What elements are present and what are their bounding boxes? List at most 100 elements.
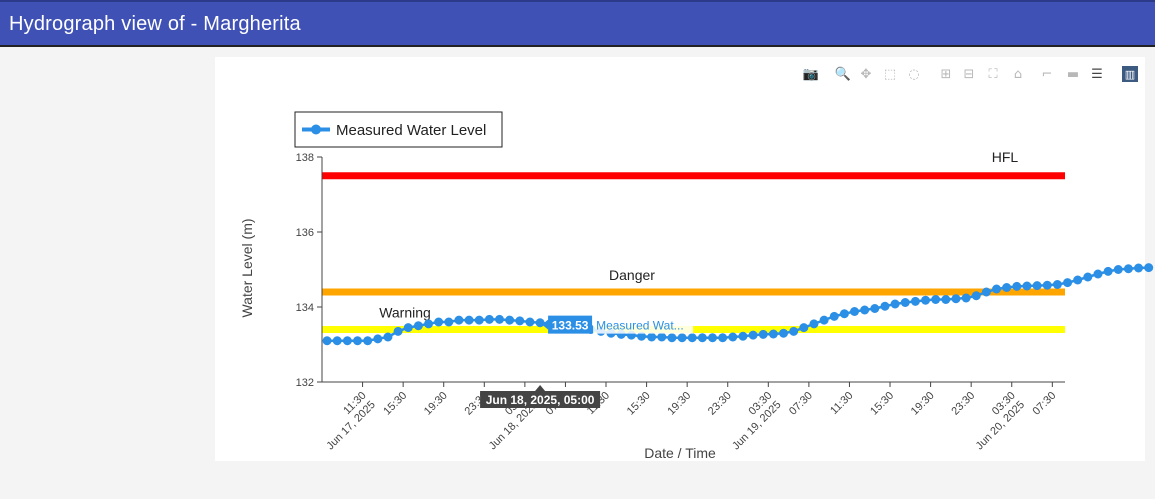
data-point[interactable] bbox=[383, 332, 393, 342]
data-point[interactable] bbox=[748, 330, 758, 340]
data-point[interactable] bbox=[1012, 281, 1022, 291]
data-point[interactable] bbox=[809, 319, 819, 329]
data-point[interactable] bbox=[393, 326, 403, 336]
hover-value-box bbox=[548, 315, 593, 334]
data-point[interactable] bbox=[1022, 281, 1032, 291]
data-point[interactable] bbox=[677, 333, 687, 343]
data-point[interactable] bbox=[454, 315, 464, 325]
data-point[interactable] bbox=[951, 294, 961, 304]
camera-icon[interactable]: 📷 bbox=[802, 66, 820, 82]
data-point[interactable] bbox=[779, 328, 789, 338]
data-point[interactable] bbox=[373, 334, 383, 344]
legend-item-label[interactable]: Measured Water Level bbox=[336, 122, 486, 139]
data-point[interactable] bbox=[1073, 275, 1083, 285]
data-point[interactable] bbox=[322, 336, 332, 346]
data-point[interactable] bbox=[1134, 263, 1144, 273]
autoscale-icon[interactable]: ⛶ bbox=[988, 66, 998, 82]
data-point[interactable] bbox=[1093, 269, 1103, 279]
data-point[interactable] bbox=[1113, 265, 1123, 274]
y-axis-title: Water Level (m) bbox=[239, 218, 255, 317]
data-point[interactable] bbox=[921, 295, 931, 305]
data-point[interactable] bbox=[728, 332, 738, 342]
data-point[interactable] bbox=[637, 331, 647, 341]
data-point[interactable] bbox=[829, 311, 839, 321]
lasso-select-icon[interactable]: ◌ bbox=[908, 66, 920, 82]
data-point[interactable] bbox=[1042, 280, 1052, 290]
data-point[interactable] bbox=[910, 296, 920, 306]
box-select-icon[interactable]: ⬚ bbox=[883, 66, 897, 82]
data-point[interactable] bbox=[495, 314, 505, 324]
x-tick-label: 15:30 bbox=[381, 390, 409, 418]
data-point[interactable] bbox=[1144, 263, 1154, 273]
data-point[interactable] bbox=[718, 333, 728, 343]
data-point[interactable] bbox=[413, 321, 423, 331]
data-point[interactable] bbox=[900, 298, 910, 307]
data-point[interactable] bbox=[342, 336, 352, 346]
data-point[interactable] bbox=[839, 309, 849, 319]
data-point[interactable] bbox=[799, 323, 809, 333]
data-point[interactable] bbox=[363, 336, 373, 346]
data-point[interactable] bbox=[353, 336, 363, 346]
zoom-in-icon[interactable]: ⊞ bbox=[940, 66, 952, 82]
spike-lines-icon[interactable]: ⌐ bbox=[1041, 66, 1053, 82]
data-point[interactable] bbox=[424, 319, 434, 329]
data-point[interactable] bbox=[1083, 272, 1093, 282]
x-axis-title: Date / Time bbox=[644, 445, 716, 461]
data-point[interactable] bbox=[667, 333, 677, 343]
pan-icon[interactable]: ✥ bbox=[860, 66, 872, 82]
data-point[interactable] bbox=[890, 299, 900, 309]
data-point[interactable] bbox=[1103, 266, 1113, 276]
data-point[interactable] bbox=[789, 326, 799, 336]
data-point[interactable] bbox=[1002, 283, 1012, 292]
data-point[interactable] bbox=[981, 287, 991, 297]
data-point[interactable] bbox=[535, 318, 545, 328]
y-tick-label: 134 bbox=[296, 302, 314, 314]
data-point[interactable] bbox=[738, 331, 748, 341]
hover-series-box bbox=[593, 315, 694, 334]
data-point[interactable] bbox=[332, 336, 342, 346]
data-point[interactable] bbox=[484, 314, 494, 324]
y-tick-label: 132 bbox=[296, 377, 314, 389]
data-point[interactable] bbox=[768, 329, 778, 339]
data-point[interactable] bbox=[931, 295, 941, 304]
data-point[interactable] bbox=[647, 332, 657, 342]
data-point[interactable] bbox=[941, 295, 951, 304]
plotly-logo-icon[interactable]: ▥ bbox=[1122, 66, 1138, 82]
data-point[interactable] bbox=[971, 291, 981, 301]
data-point[interactable] bbox=[525, 317, 535, 327]
data-point[interactable] bbox=[515, 316, 525, 326]
data-point[interactable] bbox=[505, 315, 515, 325]
data-point[interactable] bbox=[758, 329, 768, 339]
x-tick-label: 11:30 bbox=[828, 390, 855, 417]
zoom-out-icon[interactable]: ⊟ bbox=[963, 66, 975, 82]
data-point[interactable] bbox=[1052, 280, 1062, 289]
data-point[interactable] bbox=[708, 333, 718, 343]
data-point[interactable] bbox=[464, 315, 474, 325]
data-point[interactable] bbox=[819, 315, 829, 325]
hover-value-label: 133.53 bbox=[552, 319, 589, 333]
data-point[interactable] bbox=[657, 332, 667, 342]
y-tick-label: 136 bbox=[296, 227, 314, 239]
data-point[interactable] bbox=[880, 301, 890, 311]
zoom-icon[interactable]: 🔍 bbox=[834, 66, 852, 82]
data-point[interactable] bbox=[992, 284, 1002, 294]
home-icon[interactable]: ⌂ bbox=[1013, 66, 1023, 82]
data-point[interactable] bbox=[444, 317, 454, 327]
data-point[interactable] bbox=[860, 305, 870, 315]
data-point[interactable] bbox=[1123, 264, 1133, 274]
data-point[interactable] bbox=[850, 307, 860, 316]
series-line bbox=[327, 266, 1149, 342]
data-point[interactable] bbox=[961, 293, 971, 303]
data-point[interactable] bbox=[1032, 281, 1042, 291]
data-point[interactable] bbox=[1063, 278, 1073, 288]
data-point[interactable] bbox=[403, 323, 413, 333]
x-tick-label: 07:30 bbox=[787, 390, 815, 418]
data-point[interactable] bbox=[434, 317, 444, 327]
hover-compare-icon[interactable]: ☰ bbox=[1091, 66, 1103, 82]
hover-closest-icon[interactable]: ▬ bbox=[1066, 66, 1080, 82]
data-point[interactable] bbox=[870, 304, 880, 313]
data-point[interactable] bbox=[687, 333, 697, 343]
x-tick-label: 15:30 bbox=[868, 390, 896, 418]
data-point[interactable] bbox=[697, 333, 707, 343]
data-point[interactable] bbox=[474, 315, 484, 325]
